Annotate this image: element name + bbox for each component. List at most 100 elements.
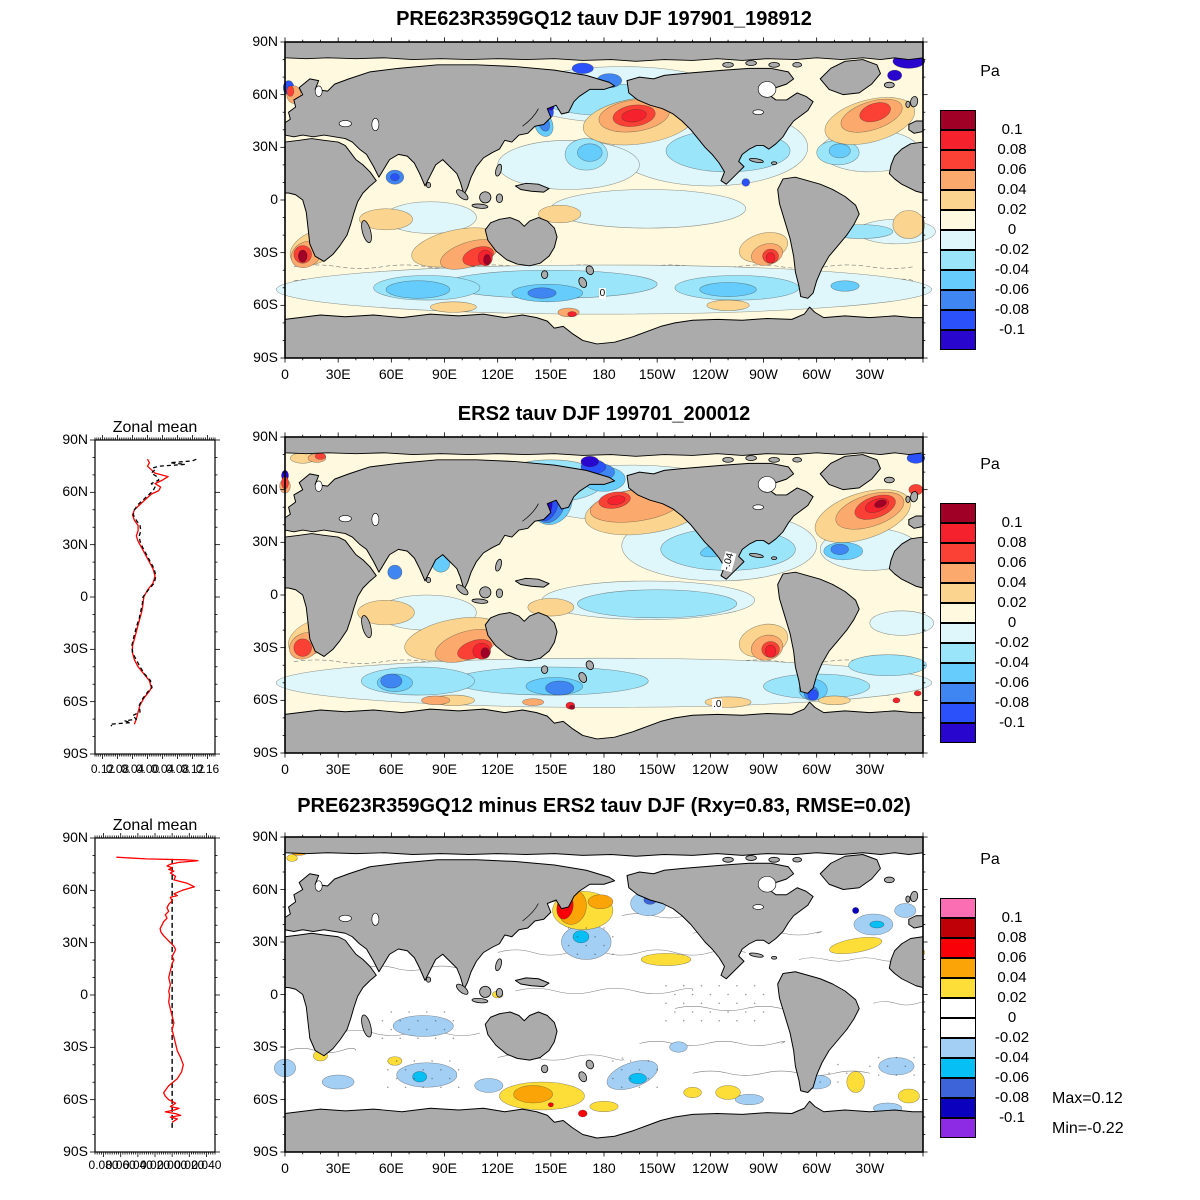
map-ytick-label: 90S: [253, 349, 278, 365]
continent: [284, 138, 377, 262]
anomaly-blob: [474, 1078, 504, 1093]
map-xtick-label: 60W: [802, 761, 832, 777]
anomaly-blob: [571, 62, 594, 74]
continent: [484, 217, 558, 267]
anomaly-blob: [577, 589, 738, 619]
zonal-ytick-label: 60N: [62, 483, 88, 500]
continent: [284, 533, 377, 657]
colorbar-label: 0.08: [997, 141, 1027, 158]
island: [745, 855, 757, 861]
anomaly-blob: [293, 638, 312, 657]
zonal-xtick-label: 0.12: [180, 762, 205, 776]
colorbar-label: -0.08: [994, 301, 1030, 318]
zonal-mean-title-bottom: Zonal mean: [112, 817, 198, 834]
anomaly-blob: [715, 1085, 741, 1100]
colorbar-label: -0.02: [994, 1029, 1030, 1046]
map-ytick-label: 30S: [253, 638, 278, 655]
map-ytick-label: 60N: [252, 85, 278, 102]
zonal-ytick-label: 90S: [63, 745, 88, 761]
island: [585, 265, 594, 276]
island: [495, 588, 504, 599]
zonal-xtick-label: 0.020: [174, 1158, 205, 1172]
zonal-ytick-label: 30N: [62, 535, 88, 552]
anomaly-blob: [640, 953, 692, 966]
anomaly-blob: [385, 280, 451, 299]
zonal-ytick-label: 60S: [63, 692, 88, 709]
anomaly-blob: [878, 1057, 915, 1076]
continent: [777, 971, 860, 1093]
lake: [752, 904, 764, 910]
continent: [819, 854, 881, 890]
island: [905, 895, 911, 903]
map-ytick-label: 90N: [252, 33, 278, 49]
map-ytick-label: 90S: [253, 744, 278, 760]
colorbar-box: [940, 250, 976, 270]
zonal-xtick-label: 0.020: [139, 1158, 171, 1172]
anomaly-blob: [818, 695, 851, 705]
island: [771, 556, 778, 560]
map-xtick-label: 120E: [481, 1160, 514, 1176]
anomaly-blob: [396, 1062, 458, 1088]
anomaly-blob: [892, 210, 926, 239]
map-ytick-label: 30N: [252, 533, 278, 550]
continent: [284, 836, 924, 857]
island: [771, 161, 778, 165]
map-ytick-label: 60N: [252, 880, 278, 897]
contour-line: [497, 949, 746, 956]
map-xtick-label: 150W: [638, 761, 676, 777]
anomaly-blob: [741, 178, 750, 187]
contour-line: [515, 988, 694, 994]
map-ytick-label: 30N: [252, 138, 278, 155]
colorbar-box: [940, 150, 976, 170]
map-xtick-label: 180: [592, 366, 616, 382]
continent: [888, 141, 924, 194]
colorbar-label: -0.04: [994, 654, 1030, 671]
zonal-xtick-label: 0.040: [122, 1158, 153, 1172]
map-xtick-label: 120W: [692, 366, 729, 382]
anomaly-blob: [913, 690, 922, 697]
anomaly-blob: [321, 1074, 355, 1090]
zonal-xtick-label: 0.12: [90, 762, 115, 776]
lake: [757, 876, 777, 893]
island: [771, 955, 778, 960]
island: [361, 615, 372, 639]
colorbar-label: -0.06: [994, 1069, 1030, 1086]
colorbar-label: 0.04: [997, 181, 1027, 198]
colorbar-box: [940, 643, 976, 663]
island: [541, 1064, 549, 1074]
island: [426, 577, 432, 584]
colorbar-label: -0.02: [994, 241, 1030, 258]
colorbar-label: 0.06: [997, 161, 1027, 178]
continent: [819, 454, 881, 491]
zonal-ytick-label: 0: [80, 588, 88, 604]
map-xtick-label: 30W: [855, 1160, 885, 1176]
lake: [752, 504, 764, 510]
map-xtick-label: 60W: [802, 1160, 832, 1176]
map-ytick-label: 60N: [252, 480, 278, 497]
anomaly-blob: [578, 1109, 588, 1118]
zonal-mean-title-middle: Zonal mean: [112, 419, 198, 436]
zonal-ytick-label: 30N: [62, 933, 88, 950]
island: [585, 1059, 594, 1070]
colorbar-label: 0.1: [1001, 909, 1023, 926]
colorbar-label: -0.06: [994, 674, 1030, 691]
colorbar-box: [940, 958, 976, 978]
island: [495, 958, 502, 972]
colorbar-box: [940, 230, 976, 250]
colorbar-box: [940, 1038, 976, 1058]
colorbar-box: [940, 1018, 976, 1038]
anomaly-blob: [392, 1015, 454, 1037]
island: [883, 476, 895, 484]
island: [479, 191, 492, 204]
colorbar-box: [940, 1118, 976, 1138]
lake: [757, 81, 777, 98]
map-xtick-label: 30W: [855, 761, 885, 777]
colorbar-label: 0.02: [997, 594, 1027, 611]
lake: [371, 118, 380, 131]
continent: [284, 1100, 924, 1153]
island: [792, 62, 803, 68]
zonal-ytick-label: 30S: [63, 640, 88, 657]
map-ytick-label: 90N: [252, 428, 278, 444]
map-ytick-label: 60S: [253, 691, 278, 708]
colorbar-label: 0.02: [997, 201, 1027, 218]
